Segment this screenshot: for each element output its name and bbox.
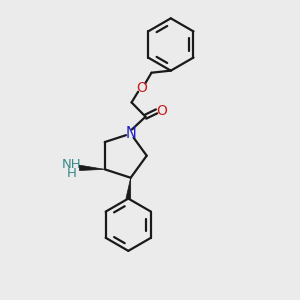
Text: NH: NH <box>62 158 81 171</box>
Text: O: O <box>157 104 167 118</box>
Text: H: H <box>67 167 76 180</box>
Polygon shape <box>80 165 105 170</box>
Polygon shape <box>126 178 131 199</box>
Text: O: O <box>136 81 147 94</box>
Text: N: N <box>125 126 136 141</box>
